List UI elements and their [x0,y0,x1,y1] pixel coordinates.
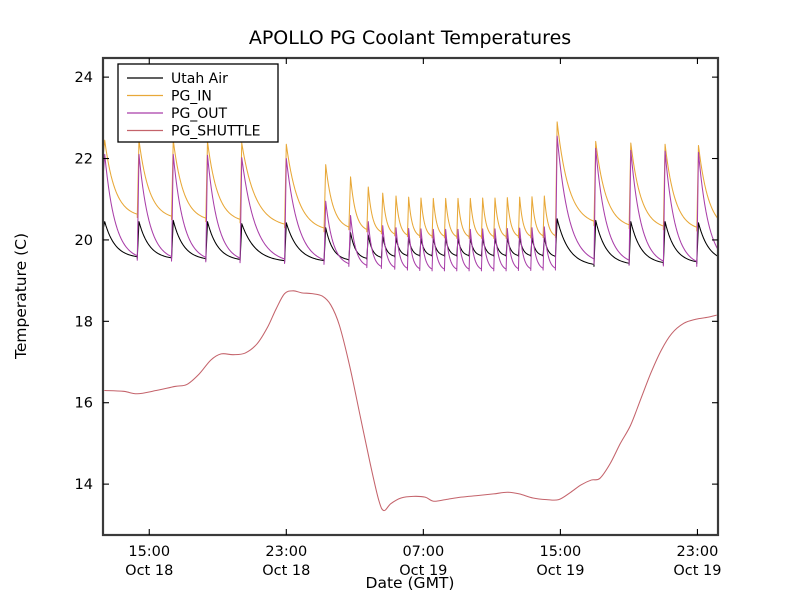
y-axis-label: Temperature (C) [12,233,30,360]
x-tick-label-date: Oct 19 [673,563,721,579]
x-tick-label-date: Oct 19 [399,563,447,579]
y-tick-label: 18 [75,314,93,330]
y-tick-label: 16 [75,396,93,412]
series-clip-group [103,121,718,512]
y-tick-label: 14 [75,477,93,493]
series-layer [103,121,718,512]
y-tick-label: 24 [75,70,93,86]
series-line-pg-shuttle [104,290,717,512]
legend-label-pg-out[interactable]: PG_OUT [171,106,228,122]
x-tick-label-date: Oct 18 [125,563,173,579]
x-tick-label-time: 07:00 [402,544,444,560]
x-tick-label-time: 23:00 [677,544,719,560]
page-title: APOLLO PG Coolant Temperatures [249,27,571,49]
series-line-pg-out [103,135,718,272]
y-tick-label: 20 [75,233,93,249]
plot-frame [101,56,720,537]
legend-box [117,63,279,143]
x-tick-label-time: 15:00 [539,544,581,560]
x-tick-label-date: Oct 18 [262,563,310,579]
x-axis-label: Date (GMT) [366,574,455,592]
series-line-pg-in [103,121,718,239]
legend-label-pg-in[interactable]: PG_IN [171,89,212,105]
legend-label-utah-air[interactable]: Utah Air [171,71,228,87]
y-tick-label: 22 [75,152,93,168]
axis-layer: 14 16 18 20 22 24 15:00 Oct 18 23:00 Oct 18 07:00 O… [75,56,722,579]
x-tick-label-date: Oct 19 [536,563,584,579]
legend-label-pg-shuttle[interactable]: PG_SHUTTLE [171,124,260,140]
x-tick-label-time: 15:00 [128,544,170,560]
x-tick-label-time: 23:00 [265,544,307,560]
